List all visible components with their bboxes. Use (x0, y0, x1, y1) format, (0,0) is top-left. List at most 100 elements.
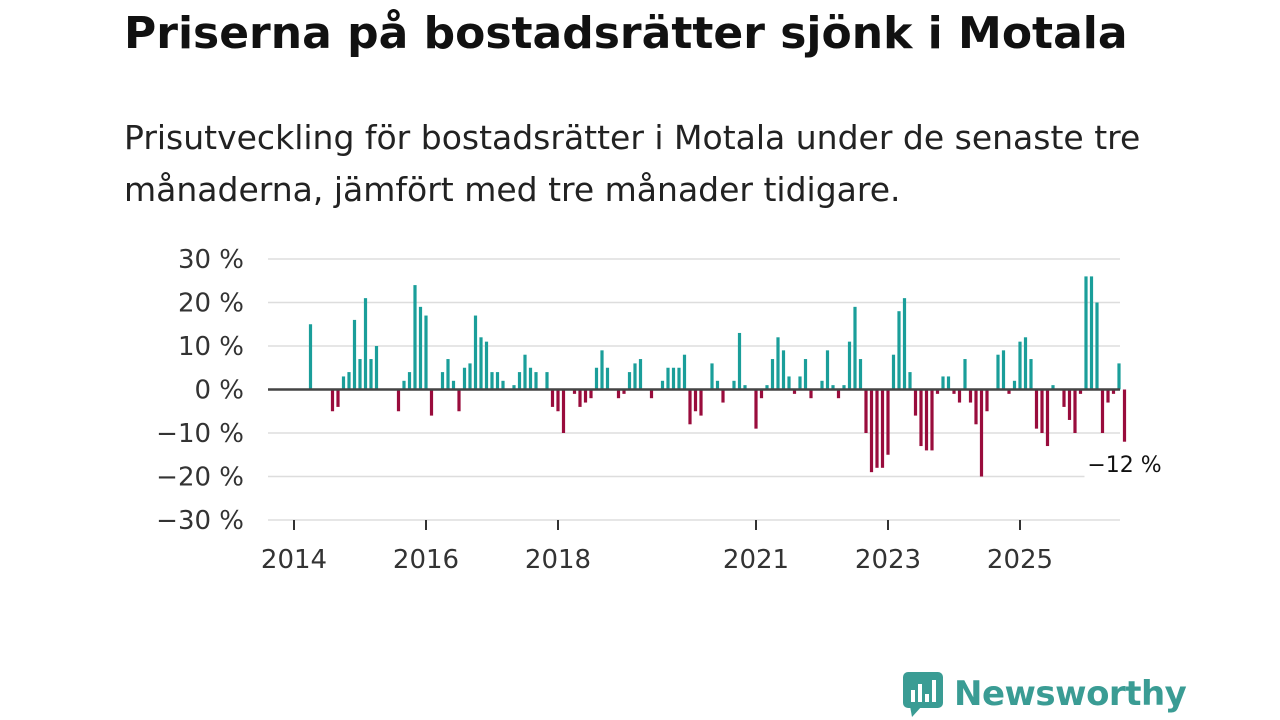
y-tick-label: 20 % (178, 289, 244, 319)
bar (1095, 302, 1099, 390)
bar (1012, 380, 1017, 390)
bar (831, 385, 835, 390)
bar (594, 367, 599, 390)
bar (1100, 389, 1105, 433)
bar (495, 372, 500, 390)
bar (1051, 385, 1055, 390)
bar (919, 389, 923, 447)
bar (1040, 389, 1044, 433)
bar (1078, 389, 1083, 394)
bar (880, 389, 885, 468)
bar (627, 372, 632, 390)
bar (1111, 389, 1116, 394)
bar (457, 389, 461, 412)
y-tick-label: 10 % (178, 332, 244, 362)
bar (396, 389, 401, 412)
y-tick-label: −20 % (156, 463, 244, 493)
bar (616, 389, 621, 399)
bar (996, 354, 1000, 390)
bar (858, 359, 863, 390)
bar (803, 359, 808, 390)
bar (413, 285, 417, 390)
bar (776, 337, 780, 390)
chart-title: Priserna på bostadsrätter sjönk i Motala (124, 8, 1128, 59)
x-tick-label: 2025 (987, 545, 1053, 575)
bar (941, 376, 945, 390)
bar (759, 389, 764, 399)
y-tick-label: 0 % (194, 376, 244, 406)
bar (946, 376, 951, 390)
bar (930, 389, 934, 451)
newsworthy-logo: Newsworthy (902, 670, 1187, 718)
bar (583, 389, 588, 403)
y-tick-label: −10 % (156, 419, 244, 449)
bar (765, 385, 769, 390)
bar (798, 376, 802, 390)
chart-labels: 30 % 20 % 10 % 0 % −10 % −20 % −30 % 2014 2016 20… (156, 245, 1163, 575)
bar (605, 367, 610, 390)
bar (869, 389, 874, 473)
bar (908, 372, 912, 390)
bar (710, 363, 714, 390)
bar (792, 389, 797, 394)
bar (358, 359, 362, 390)
bar-series (308, 276, 1127, 477)
bar (517, 372, 522, 390)
bar (336, 389, 340, 407)
bar (820, 380, 824, 390)
bar-chart: 30 % 20 % 10 % 0 % −10 % −20 % −30 % 2014 2016 20… (156, 245, 1163, 575)
bar (589, 389, 593, 399)
bar (534, 372, 538, 390)
bar (682, 354, 687, 390)
bar (545, 372, 549, 390)
bar (985, 389, 989, 412)
bar (649, 389, 654, 399)
y-tick-label: −30 % (156, 506, 244, 536)
bar (913, 389, 918, 416)
bar (1106, 389, 1110, 403)
bar (1018, 341, 1022, 390)
bar (1067, 389, 1072, 420)
bar (897, 311, 901, 390)
bar (891, 354, 896, 390)
bar (479, 337, 483, 390)
bar (1007, 389, 1011, 394)
bar (902, 298, 907, 390)
bar (512, 385, 516, 390)
bar (402, 380, 406, 390)
x-tick-label: 2016 (393, 545, 459, 575)
x-tick-label: 2018 (525, 545, 591, 575)
bar (1089, 276, 1094, 390)
bar (440, 372, 445, 390)
bar (1084, 276, 1088, 390)
bar (550, 389, 555, 407)
bar (875, 389, 879, 468)
bar (721, 389, 725, 403)
bar (347, 372, 351, 390)
bar (737, 332, 742, 390)
bar (666, 367, 670, 390)
bar (374, 346, 379, 390)
bar (308, 324, 313, 390)
bar (1023, 337, 1028, 390)
bar (715, 380, 720, 390)
bar (1117, 363, 1121, 390)
bar (418, 306, 423, 390)
bar (1045, 389, 1050, 447)
bar (424, 315, 428, 390)
chart-subtitle: Prisutveckling för bostadsrätter i Motal… (124, 118, 1141, 209)
bar (963, 359, 967, 390)
bar (842, 385, 846, 390)
bar (853, 306, 857, 390)
bar (462, 367, 467, 390)
bar (556, 389, 560, 412)
bar (523, 354, 527, 390)
bar (363, 298, 368, 390)
bar (968, 389, 973, 403)
bar (407, 372, 412, 390)
bar (770, 359, 775, 390)
bar (952, 389, 956, 394)
bar (864, 389, 868, 433)
bar (974, 389, 978, 425)
bar (330, 389, 335, 412)
